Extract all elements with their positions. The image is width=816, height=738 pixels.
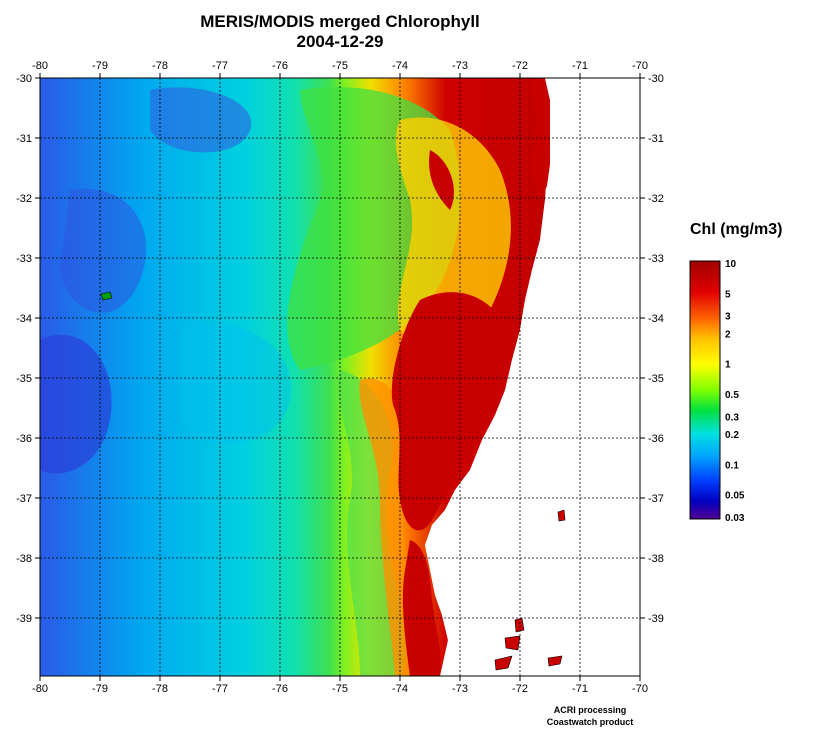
island [514, 617, 525, 633]
credit-processing: ACRI processing [553, 705, 627, 715]
lon-tick-label-top: -77 [212, 60, 228, 72]
lon-tick-label-bottom: -70 [632, 683, 648, 695]
lon-tick-label-top: -70 [632, 60, 648, 72]
island [547, 655, 563, 667]
map-date: 2004-12-29 [296, 32, 384, 51]
lon-tick-label-top: -79 [92, 60, 108, 72]
island [100, 291, 113, 301]
lon-tick-label-bottom: -72 [512, 683, 528, 695]
axis-ticks: -80 -80 -79 -79 -78 -78 -77 -77 -76 -76 -75 -75 -74 -… [16, 60, 664, 695]
lat-tick-label-right: -31 [648, 133, 664, 145]
lat-tick-label-right: -30 [648, 73, 664, 85]
lon-tick-label-bottom: -73 [452, 683, 468, 695]
open-ocean-low [150, 87, 252, 153]
colorbar [689, 260, 721, 520]
lat-tick-label-left: -37 [16, 493, 32, 505]
lon-tick-label-top: -75 [332, 60, 348, 72]
colorbar-tick-label: 0.3 [725, 412, 739, 423]
colorbar-tick-label: 0.05 [725, 491, 745, 502]
colorbar-tick-label: 2 [725, 329, 731, 340]
map-title: MERIS/MODIS merged Chlorophyll [200, 12, 480, 31]
lat-tick-label-right: -35 [648, 373, 664, 385]
open-ocean-mid [180, 323, 291, 445]
lat-tick-label-left: -32 [16, 193, 32, 205]
colorbar-tick-label: 10 [725, 259, 737, 270]
lon-tick-label-bottom: -77 [212, 683, 228, 695]
island [557, 509, 566, 522]
lat-tick-label-left: -35 [16, 373, 32, 385]
lon-tick-label-bottom: -79 [92, 683, 108, 695]
lat-tick-label-left: -31 [16, 133, 32, 145]
colorbar-title: Chl (mg/m3) [690, 221, 783, 238]
lat-tick-label-left: -36 [16, 433, 32, 445]
open-ocean-low [60, 188, 147, 313]
island [494, 655, 513, 671]
colorbar-labels: 10 5 3 2 1 0.5 0.3 0.2 0.1 0.05 0.03 [725, 259, 745, 524]
colorbar-tick-label: 5 [725, 289, 731, 300]
coastal-yellow-band [395, 117, 511, 345]
lat-tick-label-left: -39 [16, 613, 32, 625]
lat-tick-label-right: -32 [648, 193, 664, 205]
lon-tick-label-top: -71 [572, 60, 588, 72]
lat-tick-label-left: -34 [16, 313, 32, 325]
lon-tick-label-top: -80 [32, 60, 48, 72]
lat-tick-label-right: -39 [648, 613, 664, 625]
colorbar-tick-label: 1 [725, 360, 731, 371]
lat-lon-grid [40, 78, 640, 676]
lat-tick-label-right: -36 [648, 433, 664, 445]
lon-tick-label-bottom: -71 [572, 683, 588, 695]
lat-tick-label-right: -38 [648, 553, 664, 565]
lat-tick-label-right: -33 [648, 253, 664, 265]
land-mass [425, 78, 640, 676]
lat-tick-label-right: -34 [648, 313, 664, 325]
coastal-red-zone [391, 292, 511, 531]
lon-tick-label-top: -76 [272, 60, 288, 72]
coastal-red-zone [402, 540, 442, 676]
colorbar-tick-label: 0.1 [725, 460, 739, 471]
coastal-red-zone [530, 78, 550, 200]
lon-tick-label-bottom: -80 [32, 683, 48, 695]
lat-tick-label-left: -30 [16, 73, 32, 85]
lat-tick-label-right: -37 [648, 493, 664, 505]
coastal-red-zone [429, 150, 454, 210]
lon-tick-label-bottom: -74 [392, 683, 408, 695]
lat-tick-label-left: -38 [16, 553, 32, 565]
colorbar-tick-label: 0.03 [725, 513, 745, 524]
lon-tick-label-bottom: -75 [332, 683, 348, 695]
lat-tick-label-left: -33 [16, 253, 32, 265]
lon-tick-label-bottom: -78 [152, 683, 168, 695]
colorbar-tick-label: 0.5 [725, 390, 739, 401]
island [504, 635, 521, 651]
lon-tick-label-top: -72 [512, 60, 528, 72]
credit-product: Coastwatch product [546, 717, 634, 727]
colorbar-tick-label: 3 [725, 312, 731, 323]
lon-tick-label-bottom: -76 [272, 683, 288, 695]
lon-tick-label-top: -73 [452, 60, 468, 72]
colorbar-tick-label: 0.2 [725, 430, 739, 441]
lon-tick-label-top: -74 [392, 60, 408, 72]
lon-tick-label-top: -78 [152, 60, 168, 72]
open-ocean-low [40, 334, 112, 474]
